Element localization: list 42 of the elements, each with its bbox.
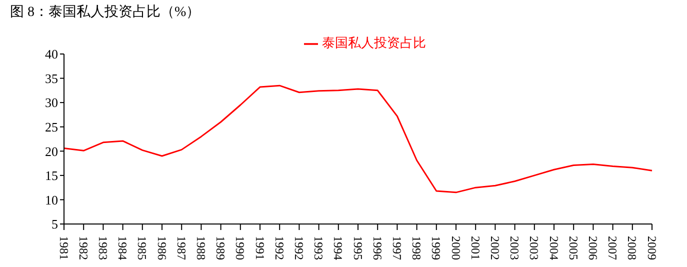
x-tick-label: 2003 (527, 236, 542, 260)
x-tick-label: 1983 (96, 236, 110, 260)
x-tick-label: 1985 (135, 236, 150, 260)
x-tick-label: 1994 (331, 236, 346, 260)
x-tick-label: 1993 (312, 236, 326, 260)
x-tick-label: 2004 (546, 236, 561, 260)
x-tick-label: 2002 (488, 236, 502, 260)
x-tick-label: 1984 (116, 236, 130, 260)
x-tick-label: 1997 (390, 236, 404, 260)
x-tick-label: 1996 (370, 236, 384, 260)
x-tick-label: 1991 (252, 236, 267, 260)
y-tick-label: 25 (45, 119, 58, 134)
y-tick-label: 10 (45, 192, 58, 208)
x-tick-label: 2003 (508, 236, 522, 260)
x-tick-label: 1998 (410, 236, 424, 260)
y-tick-label: 15 (45, 168, 58, 184)
x-tick-label: 2001 (468, 236, 482, 260)
x-tick-label: 2006 (586, 236, 600, 260)
x-tick-label: 1992 (292, 236, 306, 260)
x-tick-label: 1990 (233, 236, 248, 260)
x-tick-label: 2007 (606, 236, 620, 260)
x-tick-label: 2008 (625, 236, 640, 260)
y-tick-label: 30 (45, 95, 58, 110)
line-series (63, 84, 653, 194)
x-tick-label: 2009 (644, 236, 659, 260)
x-tick-label: 1986 (154, 236, 169, 260)
x-tick-label: 1987 (174, 236, 188, 260)
y-tick-label: 35 (45, 70, 58, 86)
legend-label: 泰国私人投资占比 (322, 35, 426, 50)
x-tick-label: 1981 (56, 236, 71, 260)
x-tick-label: 1989 (214, 236, 228, 260)
x-tick-label: 2000 (448, 236, 463, 260)
y-tick-label: 5 (52, 216, 58, 232)
x-tick-label: 1992 (272, 236, 286, 260)
x-tick-label: 1982 (76, 236, 90, 260)
x-tick-label: 1988 (194, 236, 208, 260)
chart-title: 图 8：泰国私人投资占比（%） (10, 4, 200, 21)
y-tick-label: 20 (45, 144, 58, 159)
x-tick-label: 1999 (429, 236, 444, 260)
y-tick-label: 40 (45, 46, 58, 62)
x-tick-label: 2005 (566, 236, 580, 260)
x-tick-label: 1995 (350, 236, 365, 260)
